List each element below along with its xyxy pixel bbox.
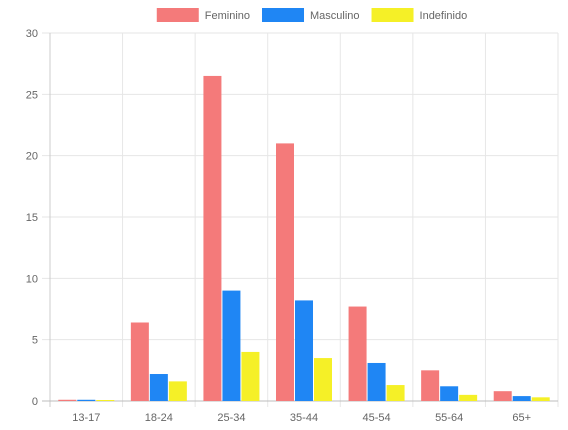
- bar-indefinido-65+: [531, 397, 550, 401]
- y-tick-labels: 0 5 10 15 20 25 30: [26, 28, 38, 408]
- bar-feminino-25-34: [203, 75, 222, 401]
- bar-masculino-35-44: [295, 300, 313, 401]
- x-tick-label: 35-44: [290, 412, 318, 424]
- x-tick-label: 55-64: [435, 412, 463, 424]
- y-tick-label: 10: [26, 273, 38, 285]
- legend-label: Indefinido: [420, 10, 468, 22]
- bar-masculino-18-24: [149, 374, 168, 401]
- x-tick-label: 18-24: [145, 412, 173, 424]
- bar-masculino-55-64: [440, 386, 459, 401]
- bar-indefinido-25-34: [241, 351, 260, 401]
- y-tick-label: 30: [26, 28, 38, 40]
- bar-feminino-35-44: [276, 143, 294, 401]
- legend-swatch: [156, 8, 199, 22]
- legend-label: Feminino: [205, 10, 250, 22]
- legend-swatch: [262, 8, 305, 22]
- x-tick-labels: 13-17 18-24 25-34 35-44 45-54 55-64 65+: [72, 412, 531, 424]
- x-tick-label: 65+: [512, 412, 531, 424]
- bar-indefinido-55-64: [459, 394, 478, 401]
- bar-indefinido-18-24: [168, 381, 187, 401]
- bar-feminino-18-24: [130, 322, 149, 401]
- bar-feminino-65+: [493, 391, 512, 401]
- y-tick-label: 15: [26, 212, 38, 224]
- bar-masculino-45-54: [367, 362, 386, 401]
- y-tick-label: 25: [26, 89, 38, 101]
- bars: [58, 75, 550, 401]
- y-tick-label: 20: [26, 151, 38, 163]
- legend-item-masculino[interactable]: Masculino: [262, 8, 360, 22]
- bar-feminino-45-54: [348, 306, 367, 401]
- x-tick-label: 45-54: [363, 412, 391, 424]
- legend: Feminino Masculino Indefinido: [156, 8, 468, 22]
- bar-feminino-55-64: [421, 370, 440, 401]
- bar-indefinido-35-44: [314, 358, 332, 401]
- y-tick-label: 5: [32, 335, 38, 347]
- legend-item-feminino[interactable]: Feminino: [156, 8, 250, 22]
- bar-masculino-65+: [512, 396, 531, 401]
- x-tick-label: 25-34: [217, 412, 245, 424]
- bar-indefinido-45-54: [386, 385, 405, 401]
- y-tick-label: 0: [32, 396, 38, 408]
- bar-feminino-13-17: [58, 399, 77, 401]
- bar-indefinido-13-17: [96, 400, 115, 401]
- bar-masculino-13-17: [77, 399, 96, 401]
- legend-item-indefinido[interactable]: Indefinido: [371, 8, 468, 22]
- grid: [42, 32, 559, 407]
- legend-swatch: [371, 8, 414, 22]
- bar-masculino-25-34: [222, 290, 241, 401]
- x-tick-label: 13-17: [72, 412, 100, 424]
- legend-label: Masculino: [310, 10, 360, 22]
